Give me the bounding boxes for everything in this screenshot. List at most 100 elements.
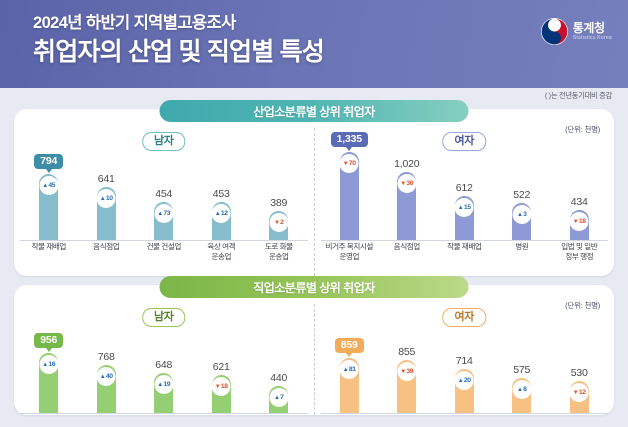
- occupation-unit-label: (단위: 천명): [565, 301, 600, 310]
- bar-value-label: 453: [212, 188, 230, 200]
- category-label: 도로 화물 운송업: [264, 242, 293, 261]
- bar-value-label: 621: [212, 361, 230, 373]
- bar[interactable]: ▼ 39: [397, 360, 417, 413]
- industry-section-title: 산업소분류별 상위 취업자: [253, 104, 375, 119]
- bar-column[interactable]: 714 ▲ 20: [436, 304, 494, 413]
- bar-column[interactable]: 641 ▲ 10: [78, 128, 136, 240]
- industry-section-banner: 산업소분류별 상위 취업자: [159, 100, 469, 122]
- bar[interactable]: ▼ 30: [397, 172, 417, 240]
- bar[interactable]: ▲ 8: [512, 378, 532, 413]
- bar[interactable]: ▼ 2: [269, 211, 289, 240]
- bar[interactable]: ▲ 45: [39, 174, 59, 240]
- delta-badge: ▲ 16: [39, 355, 59, 374]
- occupation-male-bars: 956 ▲ 16 768 ▲ 40 648 ▲ 19: [20, 304, 308, 413]
- logo-text-korean: 통계청: [572, 21, 605, 36]
- occupation-female-panel: 여자 859 ▲ 81 855 ▼ 39 714 ▲ 20: [315, 304, 615, 415]
- bar-column[interactable]: 440 ▲ 7: [250, 304, 308, 413]
- bar-value-label: 641: [97, 173, 115, 185]
- delta-badge: ▼ 18: [211, 377, 231, 396]
- bar[interactable]: ▲ 7: [269, 386, 289, 413]
- industry-female-gender-tag: 여자: [442, 132, 486, 151]
- axis-line: [20, 413, 308, 414]
- category-label: 작물 재배업: [447, 242, 482, 251]
- delta-badge: ▲ 20: [454, 371, 474, 390]
- bar[interactable]: ▼ 18: [211, 375, 231, 413]
- occupation-section-card: 직업소분류별 상위 취업자 (단위: 천명) 남자 956 ▲ 16 768 ▲ 4…: [14, 276, 615, 415]
- footnote-text: ( )는 전년동기대비 증감: [544, 91, 612, 100]
- delta-badge: ▲ 45: [39, 176, 59, 195]
- category-label: 건물 건설업: [146, 242, 182, 251]
- bar-column[interactable]: 648 ▲ 19: [135, 304, 193, 413]
- axis-line: [20, 240, 308, 241]
- bar[interactable]: ▲ 20: [454, 369, 474, 413]
- bar[interactable]: ▼ 70: [339, 152, 359, 240]
- axis-line: [320, 240, 608, 241]
- delta-badge: ▲ 19: [154, 375, 174, 394]
- bar-column[interactable]: 530 ▼ 12: [551, 304, 609, 413]
- taeguk-icon: [540, 18, 568, 45]
- bar-value-label: 530: [570, 367, 588, 379]
- occupation-section-title: 직업소분류별 상위 취업자: [253, 280, 375, 295]
- industry-male-panel: 남자 794 ▲ 45 641 ▲ 10 454 ▲ 73: [14, 128, 315, 276]
- bar[interactable]: ▲ 19: [154, 373, 174, 413]
- delta-badge: ▲ 73: [154, 204, 174, 223]
- bar[interactable]: ▲ 81: [339, 358, 359, 413]
- bar[interactable]: ▼ 12: [569, 381, 589, 413]
- bar[interactable]: ▼ 18: [569, 210, 589, 240]
- bar-value-label: 522: [513, 189, 531, 201]
- bar-value-label: 454: [155, 188, 173, 200]
- logo-text-english: Statistics Korea: [572, 34, 612, 41]
- delta-badge: ▼ 12: [569, 383, 589, 402]
- header-subtitle: 2024년 하반기 지역별고용조사: [33, 14, 236, 32]
- axis-line: [320, 413, 608, 414]
- note-row: ( )는 전년동기대비 증감: [0, 88, 628, 105]
- bar-value-label: 956: [34, 332, 64, 351]
- bar-value-label: 855: [398, 346, 416, 358]
- bar-column[interactable]: 389 ▼ 2: [250, 128, 308, 240]
- bar[interactable]: ▲ 12: [211, 202, 231, 240]
- industry-section-card: 산업소분류별 상위 취업자 (단위: 천명) 남자 794 ▲ 45 641 ▲ 1…: [14, 100, 614, 276]
- delta-badge: ▲ 81: [339, 360, 359, 379]
- page-title: 취업자의 산업 및 직업별 특성: [33, 38, 325, 66]
- bar-column[interactable]: 522 ▲ 3: [493, 128, 551, 240]
- delta-badge: ▲ 10: [96, 189, 116, 208]
- occupation-section-banner: 직업소분류별 상위 취업자: [159, 276, 469, 298]
- bar-column[interactable]: 768 ▲ 40: [78, 304, 136, 413]
- bar-value-label: 575: [513, 364, 531, 376]
- bar-value-label: 648: [155, 359, 173, 371]
- category-label: 음식점업: [93, 242, 120, 251]
- bar-column[interactable]: 453 ▲ 12: [193, 128, 251, 240]
- category-label: 음식점업: [393, 242, 421, 251]
- bar-column[interactable]: 612 ▲ 15: [436, 128, 494, 240]
- bar[interactable]: ▲ 16: [39, 353, 59, 413]
- bar-value-label: 434: [570, 196, 588, 208]
- bar[interactable]: ▲ 40: [96, 365, 116, 413]
- bar-column[interactable]: 454 ▲ 73: [135, 128, 193, 240]
- category-label: 병원: [515, 242, 529, 251]
- delta-badge: ▼ 2: [269, 213, 289, 232]
- bar[interactable]: ▲ 3: [512, 203, 532, 240]
- delta-badge: ▲ 8: [512, 380, 532, 399]
- bar[interactable]: ▲ 73: [154, 202, 174, 240]
- bar-value-label: 440: [270, 372, 288, 384]
- page-header: 2024년 하반기 지역별고용조사 취업자의 산업 및 직업별 특성 통계청 S…: [0, 0, 628, 88]
- bar-column[interactable]: 621 ▼ 18: [193, 304, 251, 413]
- delta-badge: ▼ 39: [397, 362, 417, 381]
- occupation-female-gender-tag: 여자: [442, 308, 486, 327]
- bar-column[interactable]: 859 ▲ 81: [321, 304, 379, 413]
- bar-column[interactable]: 434 ▼ 18: [551, 128, 609, 240]
- bar[interactable]: ▲ 10: [96, 187, 116, 240]
- bar-column[interactable]: 1,335 ▼ 70: [321, 128, 379, 240]
- bar-column[interactable]: 855 ▼ 39: [378, 304, 436, 413]
- bar[interactable]: ▲ 15: [454, 196, 474, 240]
- bar-column[interactable]: 1,020 ▼ 30: [378, 128, 436, 240]
- industry-male-gender-tag: 남자: [142, 132, 186, 151]
- category-label: 육상 여객 운송업: [207, 242, 236, 261]
- category-label: 비거주 복지시설 운영업: [325, 242, 374, 261]
- delta-badge: ▲ 7: [269, 388, 289, 407]
- bar-column[interactable]: 956 ▲ 16: [20, 304, 78, 413]
- occupation-female-bars: 859 ▲ 81 855 ▼ 39 714 ▲ 20: [321, 304, 609, 413]
- bar-column[interactable]: 575 ▲ 8: [493, 304, 551, 413]
- bar-column[interactable]: 794 ▲ 45: [20, 128, 78, 240]
- bar-value-label: 612: [455, 182, 473, 194]
